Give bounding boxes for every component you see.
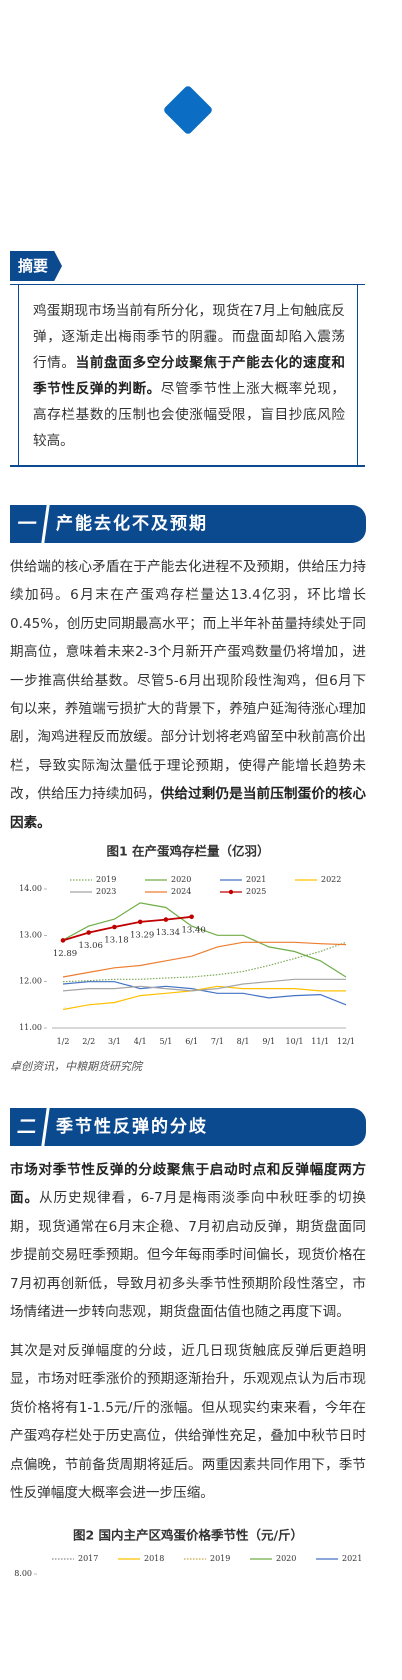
point: [189, 914, 194, 920]
series-line: [62, 985, 346, 1011]
data-label: 13.29: [130, 930, 154, 940]
section-header: 二 季节性反弹的分歧: [7, 1108, 366, 1146]
point: [60, 938, 66, 943]
section-title: 季节性反弹的分歧: [56, 1117, 208, 1137]
x-tick-label: 3/1: [108, 1037, 121, 1046]
abstract-text: 鸡蛋期现市场当前有所分化，现货在7月上旬触底反弹，逐渐走出梅雨季节的阴霾。而盘面…: [33, 298, 345, 454]
x-tick-label: 1/2: [57, 1037, 70, 1046]
legend-label: 2025: [246, 887, 266, 896]
series-line: [62, 902, 347, 978]
section-number: 一: [7, 505, 50, 543]
y-tick-label: 8.00: [14, 1569, 32, 1578]
series-line: [62, 915, 192, 942]
text: 供给端的核心矛盾在于产能去化进程不及预期，供给压力持续加码。6月末在产蛋鸡存栏量…: [10, 559, 366, 803]
legend-label: 2019: [210, 1554, 230, 1563]
legend-label: 2021: [342, 1554, 362, 1563]
chart: 图1 在产蛋鸡存栏量（亿羽） 11.00 12.00 13.00 14.00 1/2 2/2…: [19, 844, 355, 1047]
y-tick-label: 11.00: [19, 1023, 42, 1032]
point: [112, 924, 117, 930]
data-label: 13.18: [104, 935, 128, 945]
text: 鸡蛋期现市场当前有所分化，现货在7月上旬触底反弹，逐渐走出梅雨季节的阴霾。而盘面…: [33, 303, 345, 371]
legend-label: 2021: [246, 875, 266, 884]
point: [163, 917, 169, 922]
y-tick-label: 14.00: [19, 884, 42, 893]
legend-label: 2022: [321, 875, 341, 884]
x-tick-label: 7/1: [211, 1037, 224, 1046]
section-header: 一 产能去化不及预期: [7, 505, 366, 543]
x-tick-label: 4/1: [134, 1037, 147, 1046]
x-tick-label: 11/1: [311, 1037, 329, 1046]
y-tick-label: 12.00: [19, 977, 42, 986]
section-title: 产能去化不及预期: [56, 514, 208, 534]
legend-label: 2018: [144, 1554, 164, 1563]
chart-title: 图1 在产蛋鸡存栏量（亿羽）: [106, 844, 269, 859]
bold-text: 市场对季节性反弹的分歧聚焦于启动时点和反弹幅度两方面。: [10, 1162, 366, 1207]
data-label: 13.06: [79, 941, 103, 951]
x-tick-label: 2/2: [82, 1037, 95, 1046]
data-label: 12.89: [53, 949, 77, 959]
paragraph: 供给端的核心矛盾在于产能去化进程不及预期，供给压力持续加码。6月末在产蛋鸡存栏量…: [10, 553, 366, 837]
legend-label: 2020: [276, 1554, 296, 1563]
abstract-rule: [357, 284, 358, 466]
chart: 图2 国内主产区鸡蛋价格季节性（元/斤） 2017 2018 2019 2020 2021…: [14, 1528, 362, 1579]
text: 从历史规律看，6-7月是梅雨淡季向中秋旺季的切换期，现货通常在6月末企稳、7月初…: [10, 1190, 367, 1321]
series-line: [62, 941, 347, 983]
text: 尽管季节性上涨大概率兑现，高存栏基数的压制也会使涨幅受限，盲目抄底风险较高。: [33, 381, 346, 449]
x-tick-label: 5/1: [159, 1037, 172, 1046]
paragraph: 市场对季节性反弹的分歧聚焦于启动时点和反弹幅度两方面。从历史规律看，6-7月是梅…: [10, 1156, 366, 1326]
bold-text: 供给过剩仍是当前压制蛋价的核心因素。: [10, 786, 367, 831]
legend-label: 2024: [171, 887, 191, 896]
abstract-tag-bg: 摘要: [10, 251, 62, 281]
chart-title: 图2 国内主产区鸡蛋价格季节性（元/斤）: [73, 1528, 303, 1543]
point: [86, 930, 92, 935]
abstract-rule: [18, 284, 19, 466]
legend-marker: [228, 889, 234, 895]
x-tick-label: 9/1: [262, 1037, 275, 1046]
legend-label: 2019: [96, 875, 116, 884]
point: [137, 919, 143, 925]
text: 其次是对反弹幅度的分歧，近几日现货触底反弹后更趋明显，市场对旺季涨价的预期逐渐抬…: [10, 1343, 366, 1502]
abstract-box: [10, 284, 365, 467]
legend-label: 2017: [78, 1554, 98, 1563]
source: 卓创资讯，中粮期货研究院: [10, 1060, 142, 1073]
legend-label: 2023: [96, 887, 116, 896]
bold-text: 当前盘面多空分歧聚焦于产能去化的速度和季节性反弹的判断。: [33, 355, 346, 397]
x-tick-label: 6/1: [185, 1037, 198, 1046]
abstract-tag: 摘要: [18, 257, 49, 275]
x-tick-label: 8/1: [237, 1037, 250, 1046]
y-tick-label: 13.00: [19, 930, 42, 939]
x-tick-label: 10/1: [286, 1037, 304, 1046]
section-number: 二: [7, 1108, 50, 1146]
data-label: 13.34: [156, 928, 180, 938]
diamond-icon: [164, 86, 212, 134]
data-label: 13.40: [181, 925, 205, 935]
series-line: [62, 981, 347, 1006]
series-line: [62, 941, 347, 978]
series-line: [62, 978, 346, 992]
paragraph: 其次是对反弹幅度的分歧，近几日现货触底反弹后更趋明显，市场对旺季涨价的预期逐渐抬…: [10, 1337, 366, 1507]
x-tick-label: 12/1: [337, 1037, 355, 1046]
legend-label: 2020: [171, 875, 191, 884]
